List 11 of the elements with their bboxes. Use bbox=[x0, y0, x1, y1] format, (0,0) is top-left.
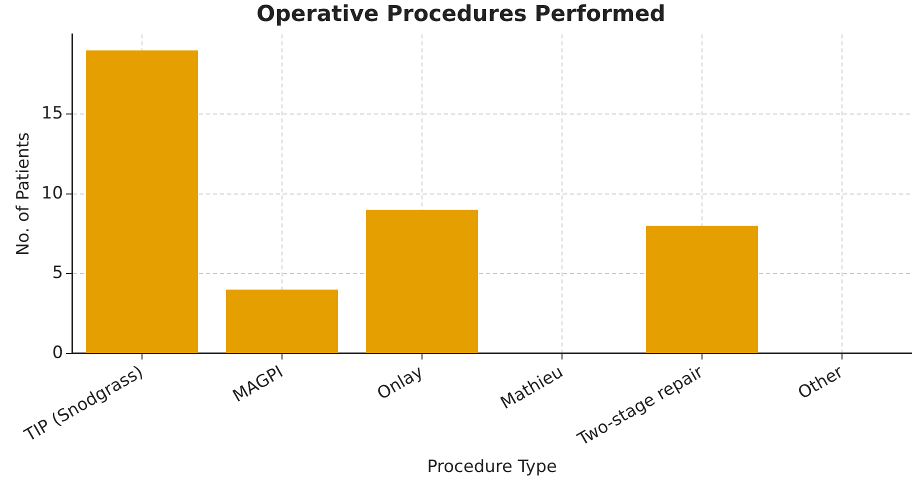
bar bbox=[226, 290, 338, 353]
bar bbox=[646, 226, 758, 353]
y-tick-label: 15 bbox=[41, 104, 64, 124]
y-tick-label: 0 bbox=[52, 342, 64, 363]
bar bbox=[86, 50, 198, 353]
y-tick-label: 10 bbox=[41, 183, 64, 204]
x-axis-title: Procedure Type bbox=[427, 457, 557, 478]
chart-title: Operative Procedures Performed bbox=[256, 2, 666, 27]
bar bbox=[366, 210, 478, 353]
y-axis-title: No. of Patients bbox=[14, 132, 34, 256]
y-tick-label: 5 bbox=[52, 263, 64, 284]
